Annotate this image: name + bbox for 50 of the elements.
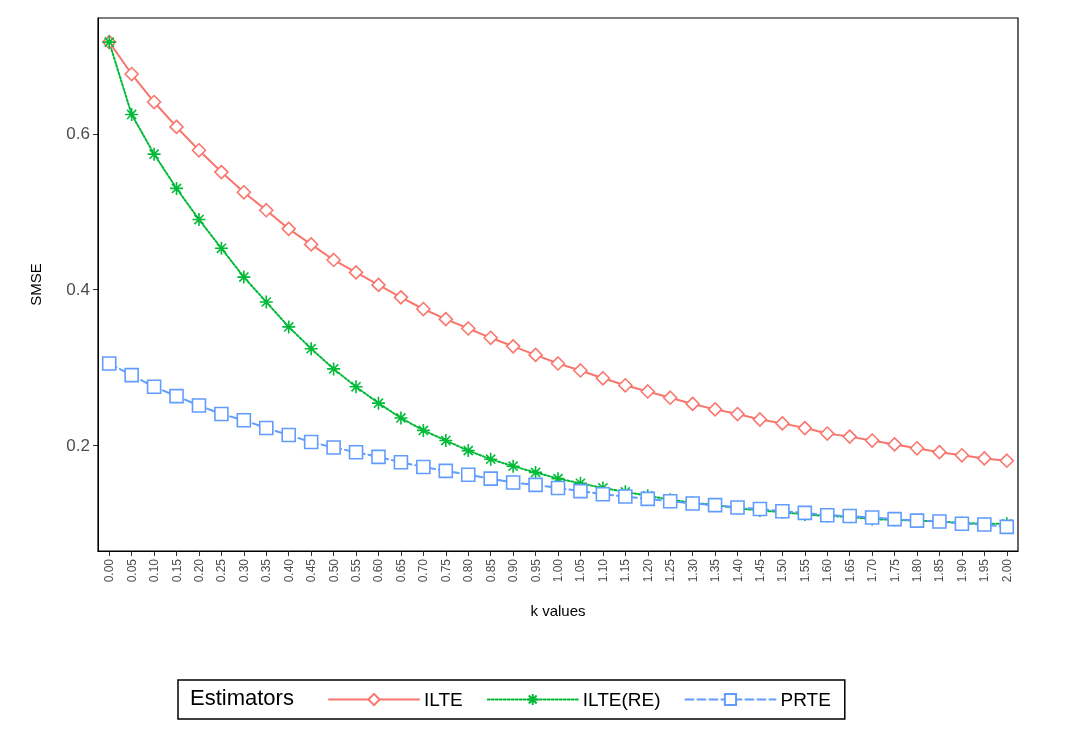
y-tick-label: 0.2: [66, 435, 90, 455]
x-tick-label: 1.75: [887, 558, 902, 583]
x-tick-label: 1.35: [708, 558, 723, 583]
x-tick-label: 1.70: [865, 558, 880, 583]
x-tick-label: 1.55: [797, 558, 812, 583]
x-tick-label: 1.45: [752, 558, 767, 583]
x-tick-label: 0.00: [102, 558, 117, 583]
x-tick-label: 1.20: [640, 558, 655, 583]
x-tick-label: 1.90: [954, 558, 969, 583]
x-tick-label: 0.60: [371, 558, 386, 583]
x-tick-label: 0.90: [506, 558, 521, 583]
x-tick-label: 0.45: [304, 558, 319, 583]
x-tick-label: 2.00: [999, 558, 1014, 583]
x-tick-label: 0.95: [528, 558, 543, 583]
legend-label: ILTE: [424, 689, 463, 710]
x-tick-label: 0.05: [124, 558, 139, 583]
x-tick-label: 0.55: [349, 558, 364, 583]
x-tick-label: 0.85: [483, 558, 498, 583]
legend-label: ILTE(RE): [582, 689, 661, 710]
y-tick-label: 0.6: [66, 124, 90, 144]
legend-label: PRTE: [780, 689, 831, 710]
x-tick-label: 1.80: [910, 558, 925, 583]
x-tick-label: 0.50: [326, 558, 341, 583]
x-tick-label: 1.05: [573, 558, 588, 583]
x-tick-label: 0.30: [236, 558, 251, 583]
x-tick-label: 1.85: [932, 558, 947, 583]
x-tick-label: 0.65: [393, 558, 408, 583]
x-tick-label: 0.40: [281, 558, 296, 583]
x-tick-label: 1.50: [775, 558, 790, 583]
legend-title: Estimators: [190, 684, 294, 710]
x-tick-label: 1.65: [842, 558, 857, 583]
x-tick-label: 0.35: [259, 558, 274, 583]
x-tick-label: 0.10: [147, 558, 162, 583]
y-axis-title: SMSE: [27, 263, 44, 306]
x-axis-title: k values: [530, 602, 586, 619]
x-tick-label: 0.20: [191, 558, 206, 583]
x-tick-label: 1.15: [618, 558, 633, 583]
x-tick-label: 1.60: [820, 558, 835, 583]
x-tick-label: 1.30: [685, 558, 700, 583]
x-tick-label: 0.75: [438, 558, 453, 583]
x-tick-label: 1.40: [730, 558, 745, 583]
x-tick-label: 1.95: [977, 558, 992, 583]
x-tick-label: 0.80: [461, 558, 476, 583]
y-tick-label: 0.4: [66, 280, 90, 300]
x-tick-label: 0.25: [214, 558, 229, 583]
x-tick-label: 0.70: [416, 558, 431, 583]
x-tick-label: 1.00: [551, 558, 565, 583]
x-tick-label: 1.25: [663, 558, 678, 583]
x-tick-label: 0.15: [169, 558, 184, 583]
x-tick-label: 1.10: [595, 558, 610, 583]
